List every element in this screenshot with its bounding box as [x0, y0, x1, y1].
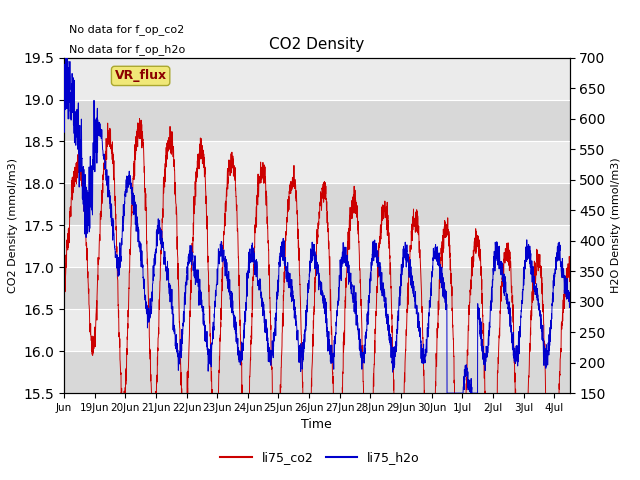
- Bar: [64, 142, 570, 183]
- Text: No data for f_op_h2o: No data for f_op_h2o: [69, 44, 186, 55]
- Bar: [64, 351, 570, 393]
- Bar: [64, 99, 570, 142]
- Y-axis label: CO2 Density (mmol/m3): CO2 Density (mmol/m3): [8, 158, 18, 293]
- Bar: [64, 226, 570, 267]
- X-axis label: Time: Time: [301, 419, 332, 432]
- Text: VR_flux: VR_flux: [115, 70, 166, 83]
- Title: CO2 Density: CO2 Density: [269, 37, 364, 52]
- Bar: [64, 267, 570, 309]
- Y-axis label: H2O Density (mmol/m3): H2O Density (mmol/m3): [611, 157, 621, 293]
- Bar: [64, 58, 570, 99]
- Text: No data for f_op_co2: No data for f_op_co2: [69, 24, 184, 35]
- Legend: li75_co2, li75_h2o: li75_co2, li75_h2o: [215, 446, 425, 469]
- Bar: [64, 183, 570, 226]
- Bar: [64, 309, 570, 351]
